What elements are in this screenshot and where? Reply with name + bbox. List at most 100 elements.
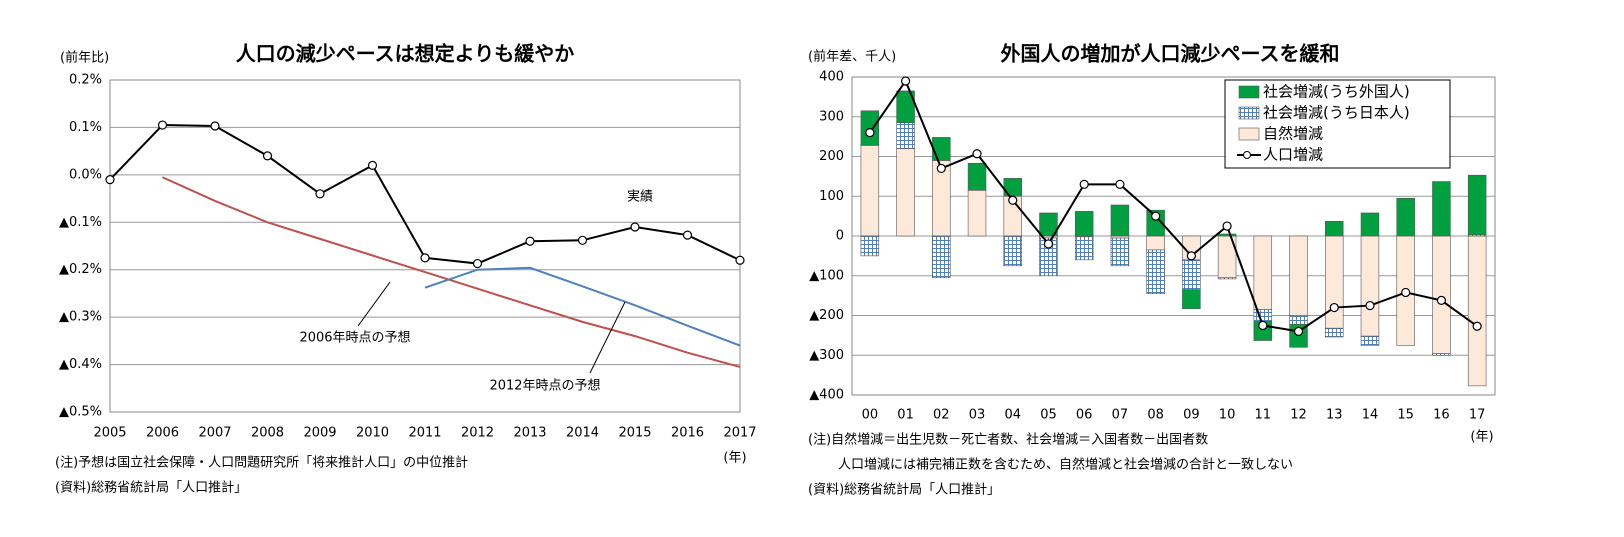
x-tick-label: 2016 [671,426,704,441]
bar-segment [1325,220,1344,237]
bar-segment [1325,327,1344,338]
bar-segment [1360,335,1380,346]
bar-segment [860,145,880,237]
x-tick-label: 15 [1397,408,1414,423]
x-tick-label: 08 [1147,408,1164,423]
x-tick-label: 07 [1112,408,1129,423]
note: (注)予想は国立社会保障・人口問題研究所「将来推計人口」の中位推計 [55,455,468,471]
series-line [162,176,741,368]
x-tick-label: 17 [1469,408,1486,423]
bar-segment [1253,235,1273,310]
x-tick-label: 14 [1362,408,1379,423]
bar-segment [932,235,951,279]
bar-segment [1253,309,1273,322]
legend-label: 社会増減(うち日本人) [1263,104,1410,122]
y-tick-label: 0.1% [69,120,102,135]
point-marker [472,258,483,269]
y-tick-label: ▲0.1% [59,215,102,230]
chart-title: 外国人の増加が人口減少ペースを緩和 [1001,42,1340,66]
legend-swatch [1238,85,1260,99]
bar-segment [896,148,915,237]
x-tick-label: 16 [1433,408,1450,423]
x-tick-label: 06 [1076,408,1093,423]
bar-segment [1325,235,1344,329]
x-tick-label: 01 [897,408,914,423]
plot-frame [851,76,1496,396]
x-tick-label: 05 [1040,408,1057,423]
note: 人口増減には補完補正数を含むため、自然増減と社会増減の合計と一致しない [838,457,1293,473]
bar-segment [1146,249,1165,294]
y-axis-unit: (前年比) [60,50,109,66]
y-tick-label: ▲300 [809,348,844,363]
x-tick-label: 2017 [723,426,756,441]
note: (注)自然増減＝出生児数－死亡者数、社会増減＝入国者数－出国者数 [808,432,1208,448]
point-marker [1436,295,1447,305]
y-tick-label: 0.2% [69,73,102,88]
bar-segment [1110,204,1130,237]
point-marker [262,151,273,161]
point-marker [1043,239,1054,249]
point-marker [1008,195,1018,205]
x-tick-label: 09 [1183,408,1200,423]
x-tick-label: 12 [1290,408,1307,423]
legend-box [1224,79,1451,169]
point-marker [865,128,875,138]
point-marker [936,163,946,174]
legend-label: 自然増減 [1263,125,1323,143]
bar-segment [1217,233,1237,237]
point-marker [157,120,168,130]
bar-segment [1360,235,1380,337]
point-marker [630,222,640,232]
x-tick-label: 2008 [251,426,284,441]
x-tick-label: 04 [1004,408,1021,423]
bar-segment [1467,235,1487,387]
series-annotation: 2006年時点の予想 [299,330,410,346]
x-tick-label: 10 [1219,408,1236,423]
bar-segment [896,90,915,124]
legend-swatch [1238,106,1260,120]
point-marker [577,235,588,245]
bar-segment [1467,174,1487,236]
bar-segment [1396,197,1415,237]
point-marker [210,121,220,131]
bar-segment [1182,259,1201,290]
x-tick-label: 03 [969,408,986,423]
point-marker [1365,300,1375,311]
note: (資料)総務省統計局「人口推計」 [55,480,247,496]
y-tick-label: ▲0.3% [59,310,102,325]
y-tick-label: 200 [819,149,844,164]
x-tick-label: 2013 [513,426,546,441]
legend-marker [1243,151,1251,159]
point-marker [1186,251,1196,261]
bar-segment [1074,236,1094,261]
bar-segment [1432,181,1451,237]
point-marker [1329,302,1339,313]
bar-segment [1432,235,1451,354]
bar-segment [1432,353,1451,356]
x-tick-label: 2006 [146,426,179,441]
leader-line [357,281,391,327]
x-axis-unit: (年) [1470,430,1493,445]
bar-segment [896,122,915,149]
x-tick-label: 2015 [618,426,651,441]
note: (資料)総務省統計局「人口推計」 [808,482,1000,498]
series-line [424,266,741,347]
point-marker [1401,287,1411,298]
point-marker [972,149,982,159]
x-tick-label: 13 [1326,408,1343,423]
point-marker [1472,321,1482,331]
point-marker [105,175,115,185]
legend-label: 人口増減 [1263,146,1323,164]
point-marker [900,76,911,86]
legend-swatch [1238,127,1260,141]
bar-segment [1289,235,1308,316]
x-tick-label: 00 [862,408,879,423]
point-marker [315,189,325,199]
point-marker [1079,179,1089,189]
y-tick-label: ▲100 [809,268,844,283]
x-tick-label: 2012 [461,426,494,441]
point-marker [735,255,745,265]
x-tick-label: 2011 [408,426,441,441]
y-tick-label: 0.0% [69,167,102,182]
